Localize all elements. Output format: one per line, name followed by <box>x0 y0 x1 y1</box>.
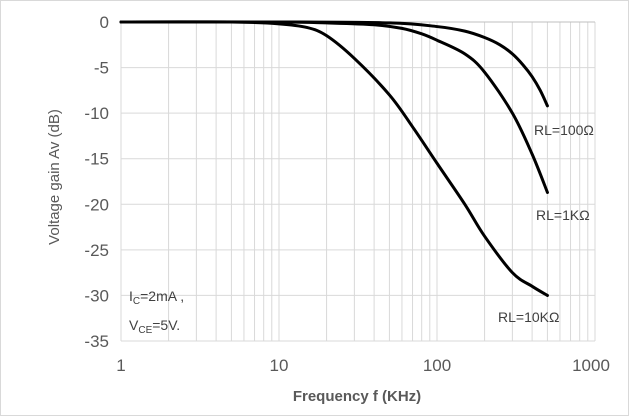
grid <box>120 21 596 342</box>
y-axis-title: Voltage gain Av (dB) <box>46 109 63 245</box>
y-tick-label: -15 <box>84 150 109 169</box>
y-tick-label: -30 <box>84 286 109 305</box>
ic-annotation: IC=2mA , <box>129 288 184 307</box>
vce-symbol: V <box>129 317 139 333</box>
vce-annotation: VCE=5V. <box>129 317 180 336</box>
series-label: RL=100Ω <box>534 122 594 138</box>
y-tick-label: -10 <box>84 104 109 123</box>
ic-value: =2mA , <box>140 288 184 304</box>
ic-symbol: I <box>129 288 133 304</box>
y-tick-label: -5 <box>94 59 109 78</box>
y-tick-label: -25 <box>84 241 109 260</box>
x-tick-labels: 1 10 100 1000 <box>116 356 610 375</box>
series-line <box>119 20 549 194</box>
y-tick-labels: 0 -5 -10 -15 -20 -25 -30 -35 <box>84 13 109 351</box>
x-tick-label: 1 <box>116 356 125 375</box>
series-label: RL=10KΩ <box>498 309 559 325</box>
y-tick-label: -35 <box>84 332 109 351</box>
series-lines <box>119 20 549 297</box>
x-tick-label: 10 <box>270 356 289 375</box>
series-line <box>119 20 549 297</box>
x-axis-title: Frequency f (KHz) <box>293 388 421 405</box>
x-tick-label: 1000 <box>572 356 610 375</box>
vce-subscript: CE <box>138 325 152 336</box>
x-tick-label: 100 <box>423 356 451 375</box>
ic-subscript: C <box>133 296 140 307</box>
y-tick-label: -20 <box>84 195 109 214</box>
series-labels: RL=100Ω RL=1KΩ RL=10KΩ <box>498 122 594 325</box>
series-label: RL=1KΩ <box>536 207 590 223</box>
vce-value: =5V. <box>152 317 180 333</box>
series-line <box>119 20 549 108</box>
y-tick-label: 0 <box>100 13 109 32</box>
